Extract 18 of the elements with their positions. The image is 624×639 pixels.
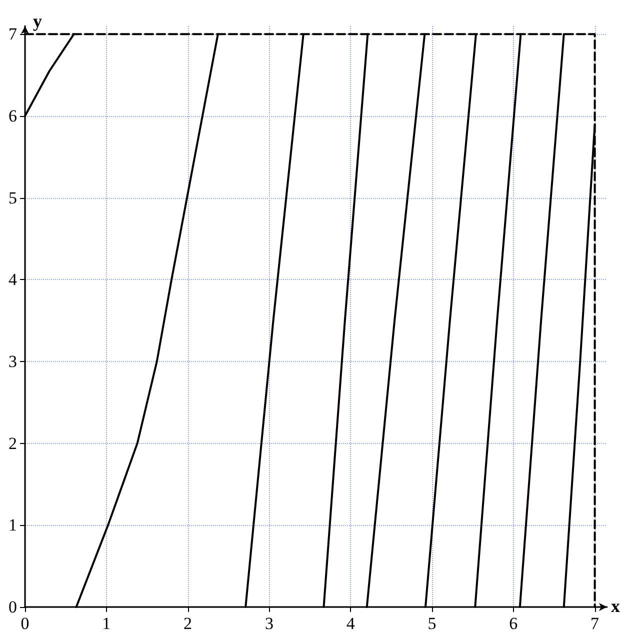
y-axis-title: y (33, 11, 42, 31)
x-tick-label: 7 (590, 614, 600, 633)
y-tick-label: 6 (8, 106, 17, 126)
y-tick-label: 2 (8, 434, 17, 453)
y-tick-label: 3 (8, 352, 17, 372)
y-tick-label: 7 (8, 24, 18, 44)
y-tick-label: 5 (8, 188, 17, 208)
x-tick-label: 1 (102, 614, 111, 633)
x-tick-label: 0 (20, 614, 30, 633)
x-axis-title: x (611, 596, 620, 616)
y-tick-label: 1 (8, 516, 17, 535)
x-tick-label: 5 (428, 614, 436, 633)
x-tick-label: 6 (509, 614, 518, 633)
x-tick-label: 2 (184, 614, 192, 633)
y-tick-label: 4 (8, 270, 18, 290)
x-tick-label: 3 (264, 614, 274, 633)
x-tick-label: 4 (346, 614, 356, 633)
y-tick-label: 0 (8, 598, 17, 616)
